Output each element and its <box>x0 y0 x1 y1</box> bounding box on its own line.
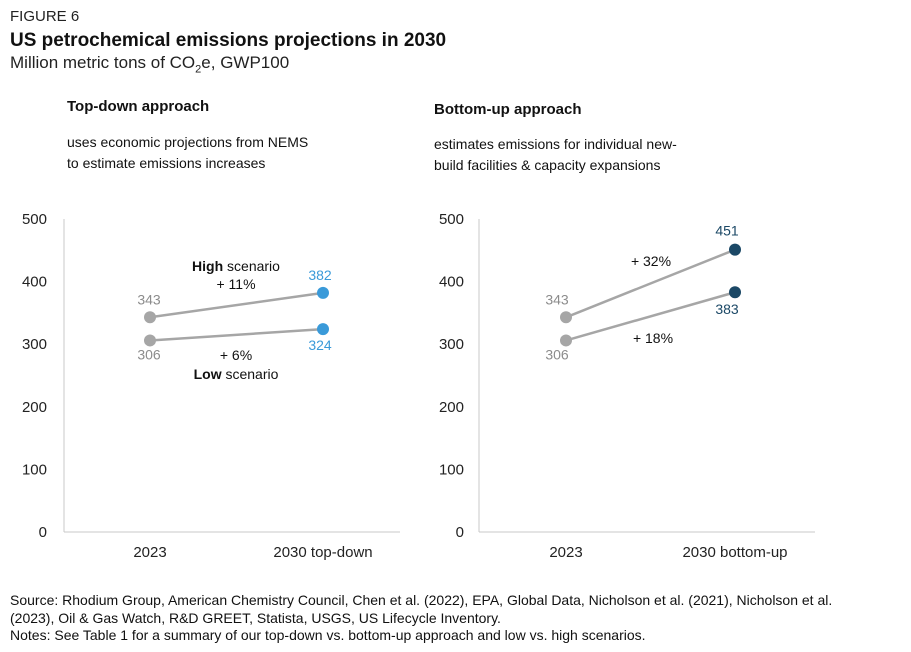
low-scenario-label: Low scenario <box>194 366 279 382</box>
topdown-x-tick-2023: 2023 <box>133 544 166 561</box>
bottomup-y-tick-500: 500 <box>439 211 464 228</box>
bottomup-data-label-2030-1: 383 <box>715 301 739 317</box>
topdown-x-tick-2030: 2030 top-down <box>273 544 372 561</box>
bottomup-data-label-2030-0: 451 <box>715 223 739 239</box>
high-scenario-label: High scenario <box>192 258 280 274</box>
topdown-point-2023-1 <box>144 334 156 347</box>
subtitle-subscript: 2 <box>195 63 202 76</box>
bottomup-point-2023-0 <box>560 311 572 324</box>
bottomup-point-2030-0 <box>729 243 741 256</box>
topdown-y-tick-300: 300 <box>22 336 47 353</box>
bottomup-y-tick-0: 0 <box>456 524 464 541</box>
bottomup-point-2030-1 <box>729 286 741 299</box>
topdown-desc-line2: to estimate emissions increases <box>67 155 266 171</box>
high-scenario-rest: scenario <box>223 258 280 274</box>
topdown-y-tick-0: 0 <box>39 524 47 541</box>
topdown-y-tick-100: 100 <box>22 461 47 478</box>
chart-subtitle: Million metric tons of CO2e, GWP100 <box>10 53 289 75</box>
topdown-data-label-2030-0: 382 <box>308 267 332 283</box>
low-scenario-bold: Low <box>194 366 222 382</box>
topdown-chart: 0 100 200 300 400 500 343 382 306 324 2023 2030 … <box>22 211 400 561</box>
topdown-point-2023-0 <box>144 311 156 324</box>
bottomup-panel-description: estimates emissions for individual new- … <box>434 134 677 176</box>
chart-title: US petrochemical emissions projections i… <box>10 30 447 51</box>
high-scenario-change: + 11% <box>216 276 255 292</box>
low-scenario-change: + 6% <box>220 347 252 363</box>
bottomup-desc-line1: estimates emissions for individual new- <box>434 136 677 152</box>
topdown-y-tick-200: 200 <box>22 399 47 416</box>
bottomup-chart: 0 100 200 300 400 500 343 451 306 383 2023 2030 … <box>439 211 815 561</box>
figure-label: FIGURE 6 <box>10 8 80 25</box>
bottomup-data-label-2023-0: 343 <box>545 291 569 307</box>
bottomup-series-line-0 <box>565 248 736 319</box>
subtitle-post: e, GWP100 <box>201 53 290 72</box>
bottomup-x-tick-2023: 2023 <box>549 544 582 561</box>
topdown-y-tick-400: 400 <box>22 274 47 291</box>
bottomup-series-line-1 <box>565 291 736 342</box>
source-line-1: Source: Rhodium Group, American Chemistr… <box>10 592 833 608</box>
topdown-data-label-2023-0: 343 <box>137 291 161 307</box>
bottomup-y-tick-400: 400 <box>439 274 464 291</box>
topdown-series-line-1 <box>149 327 324 342</box>
bottomup-y-tick-200: 200 <box>439 399 464 416</box>
bottomup-x-tick-2030: 2030 bottom-up <box>682 544 787 561</box>
bottomup-desc-line2: build facilities & capacity expansions <box>434 157 661 173</box>
bottomup-point-2023-1 <box>560 334 572 347</box>
topdown-point-2030-1 <box>317 323 329 336</box>
high-scenario-bold: High <box>192 258 223 274</box>
bottomup-y-tick-100: 100 <box>439 461 464 478</box>
topdown-data-label-2023-1: 306 <box>137 346 161 362</box>
topdown-y-tick-500: 500 <box>22 211 47 228</box>
topdown-panel-title: Top-down approach <box>67 98 210 115</box>
notes-line: Notes: See Table 1 for a summary of our … <box>10 627 646 643</box>
topdown-data-label-2030-1: 324 <box>308 337 332 353</box>
topdown-panel-description: uses economic projections from NEMS to e… <box>67 132 308 174</box>
bottomup-low-change: + 18% <box>633 330 673 346</box>
bottomup-data-label-2023-1: 306 <box>545 346 569 362</box>
bottomup-high-change: + 32% <box>631 253 671 269</box>
bottomup-y-tick-300: 300 <box>439 336 464 353</box>
subtitle-pre: Million metric tons of CO <box>10 53 196 72</box>
source-line-2: (2023), Oil & Gas Watch, R&D GREET, Stat… <box>10 609 501 626</box>
bottomup-panel-title: Bottom-up approach <box>434 101 582 118</box>
topdown-point-2030-0 <box>317 286 329 299</box>
topdown-desc-line1: uses economic projections from NEMS <box>67 134 309 150</box>
source-notes: Source: Rhodium Group, American Chemistr… <box>10 592 905 645</box>
topdown-series-line-0 <box>149 291 324 319</box>
low-scenario-rest: scenario <box>222 366 279 382</box>
